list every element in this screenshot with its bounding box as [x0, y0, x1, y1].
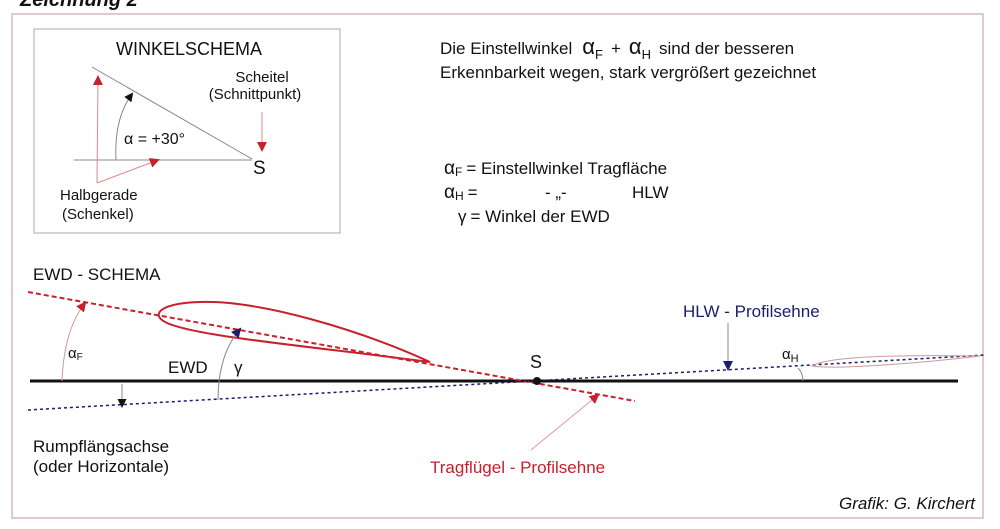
legend-alpha-h: αH =	[444, 182, 478, 203]
legend: αF = Einstellwinkel Tragfläche αH = - „- H…	[444, 158, 669, 226]
tail-airfoil	[810, 355, 981, 368]
alpha-h-arc	[797, 367, 804, 382]
credit: Grafik: G. Kirchert	[839, 494, 976, 513]
alpha-f-label: αF	[68, 345, 83, 363]
note-line1: Die Einstellwinkel αF + αH sind der besseren	[440, 34, 794, 62]
tragfluegel-arrow	[530, 393, 600, 451]
note: Die Einstellwinkel αF + αH sind der besseren…	[440, 34, 816, 82]
horizontale-label: (oder Horizontale)	[33, 457, 169, 476]
gamma-arc	[217, 327, 242, 401]
note-line2: Erkennbarkeit wegen, stark vergrößert ge…	[440, 63, 816, 82]
tail-chord-line	[27, 354, 986, 411]
intersection-point	[533, 377, 541, 385]
ewd-title: EWD - SCHEMA	[33, 265, 161, 284]
caption: Zeichnung 2	[19, 0, 138, 11]
ewd-label: EWD	[168, 358, 208, 377]
schenkel-label: (Schenkel)	[62, 206, 134, 223]
vertex-label: S	[253, 158, 266, 179]
legend-hlw: HLW	[632, 183, 669, 202]
wing-airfoil	[157, 300, 431, 363]
halbgerade-arrow-up	[92, 75, 103, 184]
halbgerade-label: Halbgerade	[60, 187, 138, 204]
scheitel-label: Scheitel	[235, 69, 288, 86]
legend-ditto: - „-	[545, 183, 567, 202]
legend-alpha-f: αF = Einstellwinkel Tragfläche	[444, 158, 667, 179]
ewd-schema: EWD - SCHEMA αF EWD γ S Rumpflängsachse …	[27, 265, 986, 477]
hlw-label: HLW - Profilsehne	[683, 302, 820, 321]
alpha-h-label: αH	[782, 346, 799, 365]
tragfluegel-label: Tragflügel - Profilsehne	[430, 458, 605, 477]
gamma-label: γ	[234, 358, 243, 377]
intersection-label: S	[530, 352, 542, 372]
winkelschema: WINKELSCHEMA α = +30° Scheitel (Schnittp…	[33, 28, 341, 234]
legend-gamma: γ = Winkel der EWD	[458, 207, 610, 226]
angle-arc	[115, 92, 134, 161]
alpha-f-arc	[61, 301, 87, 382]
outer-frame	[11, 13, 984, 519]
winkelschema-title: WINKELSCHEMA	[116, 39, 262, 59]
alpha-label: α = +30°	[124, 131, 185, 148]
winkelschema-frame	[33, 28, 341, 234]
wing-chord-line	[27, 291, 636, 402]
oblique-leg	[91, 66, 253, 160]
halbgerade-arrow-right	[96, 158, 160, 184]
schnittpunkt-label: (Schnittpunkt)	[209, 86, 302, 103]
rumpf-label: Rumpflängsachse	[33, 437, 169, 456]
